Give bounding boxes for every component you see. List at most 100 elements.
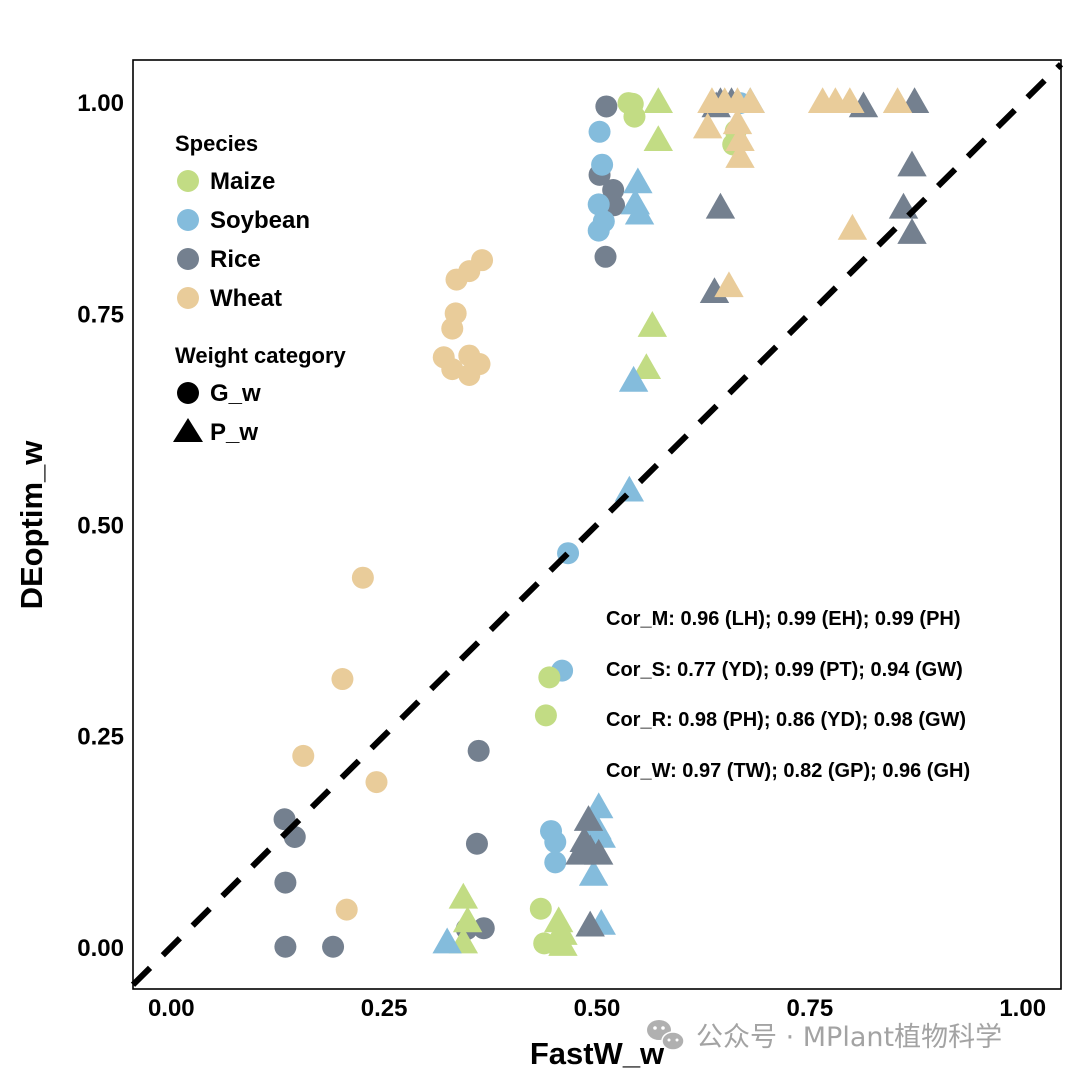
watermark: 公众号 · MPlant植物科学: [647, 1020, 1002, 1053]
y-axis-title: DEoptim_w: [14, 440, 49, 610]
legend-wheat-label: Wheat: [210, 285, 282, 312]
point-maize-p-w: [452, 906, 483, 933]
annotation-cor-rice: Cor_R: 0.98 (PH); 0.86 (YD); 0.98 (GW): [606, 709, 966, 731]
triangle-shape-icon: [173, 418, 203, 442]
point-maize-g-w: [529, 897, 552, 920]
legend-rice-swatch: [177, 248, 199, 270]
point-rice-p-w: [897, 218, 927, 244]
point-soybean-p-w: [618, 365, 649, 392]
legend-maize-label: Maize: [210, 168, 275, 195]
point-soybean-g-w: [587, 219, 610, 242]
legend-g-w-label: G_w: [210, 380, 261, 407]
point-maize-g-w: [534, 704, 557, 727]
point-rice-g-w: [274, 871, 297, 894]
point-wheat-p-w: [725, 142, 755, 168]
point-maize-g-w: [617, 92, 640, 115]
point-soybean-p-w: [614, 475, 645, 502]
point-wheat-p-w: [882, 87, 913, 114]
point-wheat-p-w: [837, 213, 868, 240]
point-rice-p-w: [705, 192, 736, 219]
point-wheat-g-w: [441, 358, 464, 381]
point-soybean-p-w: [624, 198, 655, 225]
point-rice-g-w: [274, 935, 297, 958]
circle-shape-icon: [177, 382, 199, 404]
legend-item-soybean: Soybean: [177, 207, 310, 234]
point-wheat-p-w: [692, 112, 723, 139]
x-tick-label: 1.00: [999, 995, 1046, 1022]
watermark-text: 公众号 · MPlant植物科学: [696, 1022, 1002, 1053]
point-rice-p-w: [565, 838, 595, 865]
point-maize-p-w: [643, 125, 673, 152]
point-wheat-p-w: [835, 87, 865, 114]
point-rice-g-w: [472, 917, 495, 940]
annotation-cor-maize: Cor_M: 0.96 (LH); 0.99 (EH); 0.99 (PH): [606, 608, 961, 630]
point-rice-p-w: [584, 838, 614, 865]
legend: Species Maize Soybean Rice Wheat Weight …: [173, 131, 347, 446]
x-tick-label: 0.00: [148, 995, 195, 1022]
legend-item-rice: Rice: [177, 246, 261, 273]
x-axis-title: FastW_w: [530, 1036, 665, 1071]
point-wheat-g-w: [471, 249, 494, 272]
point-wheat-p-w: [735, 87, 765, 114]
x-tick-label: 0.75: [786, 995, 833, 1022]
identity-reference-line: [130, 62, 1064, 987]
legend-species-title: Species: [175, 131, 258, 156]
point-rice-p-w: [575, 910, 605, 937]
point-maize-p-w: [643, 87, 673, 114]
point-maize-p-w: [448, 882, 479, 909]
point-soybean-p-w: [432, 927, 462, 954]
point-soybean-g-w: [591, 153, 614, 176]
point-rice-g-w: [322, 935, 345, 958]
point-wheat-p-w: [725, 125, 755, 152]
data-points: [273, 87, 930, 958]
legend-p-w-label: P_w: [210, 419, 258, 446]
y-tick-label: 0.75: [77, 301, 124, 328]
legend-item-wheat: Wheat: [177, 285, 282, 312]
annotation-cor-soybean: Cor_S: 0.77 (YD); 0.99 (PT); 0.94 (GW): [606, 659, 963, 681]
point-soybean-p-w: [623, 167, 653, 194]
y-tick-label: 0.25: [77, 724, 124, 751]
y-tick-label: 1.00: [77, 90, 124, 117]
point-wheat-g-w: [331, 668, 354, 691]
point-soybean-g-w: [544, 831, 567, 854]
point-rice-g-w: [467, 739, 490, 762]
y-tick-label: 0.50: [77, 513, 124, 540]
x-axis-ticks: 0.00 0.25 0.50 0.75 1.00: [148, 995, 1046, 1022]
point-maize-p-w: [637, 311, 668, 337]
legend-maize-swatch: [177, 170, 199, 192]
legend-rice-label: Rice: [210, 246, 261, 273]
x-tick-label: 0.25: [361, 995, 408, 1022]
point-wheat-p-w: [722, 108, 753, 135]
point-soybean-g-w: [588, 120, 611, 143]
y-tick-label: 0.00: [77, 935, 124, 962]
wechat-icon: [647, 1020, 685, 1051]
point-wheat-g-w: [365, 771, 388, 794]
point-soybean-p-w: [578, 859, 609, 886]
point-wheat-g-w: [335, 898, 358, 921]
legend-soybean-label: Soybean: [210, 207, 310, 234]
annotation-cor-wheat: Cor_W: 0.97 (TW); 0.82 (GP); 0.96 (GH): [606, 760, 970, 782]
point-maize-p-w: [631, 353, 662, 380]
point-soybean-g-w: [544, 851, 567, 874]
point-wheat-g-w: [292, 744, 315, 767]
point-rice-p-w: [573, 805, 604, 831]
point-rice-g-w: [595, 95, 618, 118]
legend-item-maize: Maize: [177, 168, 275, 195]
point-maize-p-w: [548, 930, 578, 956]
legend-soybean-swatch: [177, 209, 199, 231]
correlation-annotations: Cor_M: 0.96 (LH); 0.99 (EH); 0.99 (PH) C…: [606, 608, 970, 782]
y-axis-ticks: 0.00 0.25 0.50 0.75 1.00: [77, 90, 124, 962]
legend-weight-title: Weight category: [175, 343, 347, 368]
legend-item-p-w: P_w: [173, 418, 258, 446]
point-wheat-g-w: [351, 566, 374, 589]
legend-item-g-w: G_w: [177, 380, 261, 407]
point-maize-g-w: [538, 666, 561, 689]
x-tick-label: 0.50: [574, 995, 621, 1022]
point-wheat-p-w: [714, 271, 744, 298]
point-rice-p-w: [897, 150, 927, 177]
legend-wheat-swatch: [177, 287, 199, 309]
point-wheat-g-w: [458, 364, 481, 387]
point-soybean-g-w: [587, 193, 610, 216]
point-rice-g-w: [465, 832, 488, 855]
